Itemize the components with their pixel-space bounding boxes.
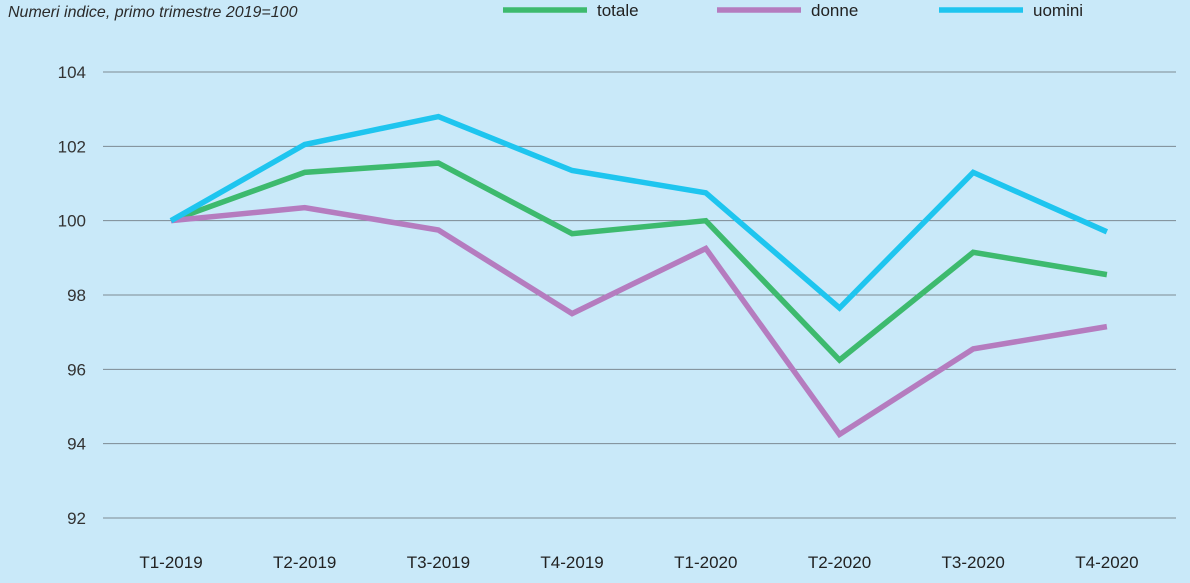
x-tick-label: T4-2019 [540, 553, 603, 572]
legend-label-uomini: uomini [1033, 1, 1083, 20]
x-tick-label: T3-2019 [407, 553, 470, 572]
series-line-uomini [169, 113, 1109, 312]
series-line-totale [170, 160, 1108, 364]
x-tick-label: T4-2020 [1075, 553, 1138, 572]
y-tick-label: 100 [58, 212, 86, 231]
x-tick-label: T1-2019 [139, 553, 202, 572]
y-tick-label: 92 [67, 509, 86, 528]
y-tick-label: 94 [67, 435, 86, 454]
x-tick-label: T3-2020 [942, 553, 1005, 572]
y-tick-label: 98 [67, 286, 86, 305]
chart-subtitle: Numeri indice, primo trimestre 2019=100 [8, 4, 298, 21]
series-line-donne [170, 204, 1108, 439]
legend-label-donne: donne [811, 1, 858, 20]
series-lines [169, 113, 1109, 439]
legend: totale donne uomini [503, 1, 1083, 20]
x-tick-label: T2-2020 [808, 553, 871, 572]
legend-label-totale: totale [597, 1, 639, 20]
y-axis-ticks: 92 94 96 98 100 102 104 [58, 63, 86, 528]
x-tick-label: T2-2019 [273, 553, 336, 572]
y-tick-label: 104 [58, 63, 86, 82]
x-tick-label: T1-2020 [674, 553, 737, 572]
gridlines [103, 71, 1176, 519]
x-axis-ticks: T1-2019 T2-2019 T3-2019 T4-2019 T1-2020 T2-20… [139, 553, 1138, 572]
y-tick-label: 96 [67, 360, 86, 379]
y-tick-label: 102 [58, 137, 86, 156]
